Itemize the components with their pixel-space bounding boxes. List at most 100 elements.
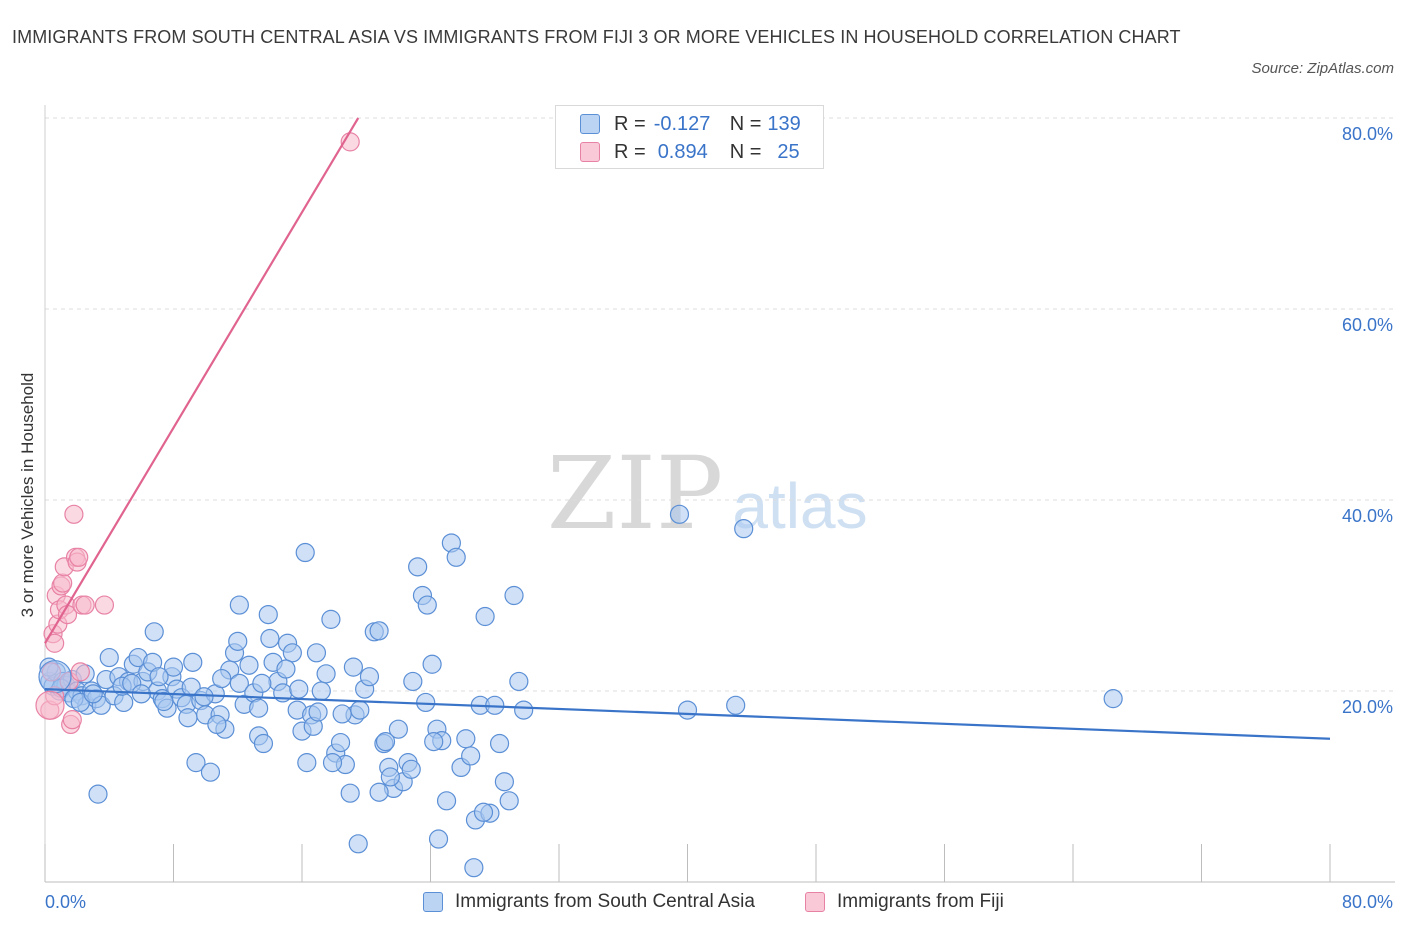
point-south-central-asia (380, 767, 400, 787)
point-south-central-asia (200, 762, 221, 782)
r-value: -0.127 (653, 112, 711, 135)
point-south-central-asia (499, 791, 519, 811)
n-value: 139 (767, 112, 801, 135)
point-south-central-asia (212, 668, 232, 689)
point-fiji (64, 504, 84, 524)
watermark-zip: ZIP (547, 435, 723, 552)
point-fiji (94, 595, 115, 615)
point-south-central-asia (340, 783, 360, 803)
point-south-central-asia (1103, 689, 1123, 709)
point-south-central-asia (239, 655, 259, 675)
legend-swatch-blue (580, 114, 600, 134)
point-south-central-asia (144, 622, 164, 642)
point-south-central-asia (446, 547, 466, 567)
point-south-central-asia (456, 729, 476, 749)
point-south-central-asia (207, 714, 227, 735)
point-south-central-asia (289, 679, 309, 699)
point-south-central-asia (297, 753, 317, 773)
point-south-central-asia (330, 732, 351, 753)
point-south-central-asia (229, 673, 249, 693)
chart-title: IMMIGRANTS FROM SOUTH CENTRAL ASIA VS IM… (12, 27, 1181, 47)
x-tick-label: 80.0% (1342, 892, 1393, 912)
point-south-central-asia (83, 684, 103, 704)
watermark-atlas: atlas (732, 470, 867, 542)
point-south-central-asia (178, 708, 198, 728)
point-south-central-asia (464, 858, 484, 878)
stats-legend: R = -0.127 N = 139 R = 0.894 N = 25 (555, 105, 824, 169)
point-south-central-asia (494, 772, 514, 792)
point-south-central-asia (276, 659, 296, 679)
point-south-central-asia (348, 834, 368, 854)
stats-legend-row-south-central-asia: R = -0.127 N = 139 (580, 110, 801, 138)
y-tick-label: 20.0% (1342, 697, 1393, 717)
point-south-central-asia (504, 585, 524, 606)
point-fiji (35, 690, 65, 720)
point-south-central-asia (669, 504, 690, 524)
point-south-central-asia (401, 759, 421, 779)
y-tick-label: 40.0% (1342, 506, 1393, 526)
point-south-central-asia (343, 657, 363, 677)
stats-legend-row-fiji: R = 0.894 N = 25 (580, 138, 800, 166)
point-south-central-asia (322, 753, 343, 773)
point-fiji (70, 662, 90, 682)
point-south-central-asia (228, 631, 248, 651)
point-south-central-asia (473, 802, 494, 822)
legend-label: Immigrants from Fiji (837, 891, 1004, 912)
trend-lines (44, 117, 1331, 740)
point-south-central-asia (295, 542, 315, 563)
point-south-central-asia (258, 604, 278, 625)
trend-line-south-central-asia (44, 687, 1331, 740)
point-south-central-asia (332, 704, 352, 724)
legend-swatch-pink (805, 892, 825, 912)
x-tick-label: 0.0% (45, 892, 86, 912)
point-south-central-asia (677, 700, 698, 720)
point-south-central-asia (181, 677, 201, 697)
point-south-central-asia (321, 609, 341, 629)
point-south-central-asia (428, 829, 449, 849)
point-south-central-asia (422, 654, 442, 674)
legend-swatch-blue (423, 892, 443, 912)
point-south-central-asia (316, 664, 336, 684)
point-south-central-asia (475, 606, 495, 627)
point-south-central-asia (369, 621, 389, 641)
point-south-central-asia (509, 671, 529, 692)
legend-item-south-central-asia: Immigrants from South Central Asia (423, 888, 755, 916)
point-south-central-asia (388, 719, 408, 739)
point-south-central-asia (375, 732, 396, 752)
point-south-central-asia (734, 519, 754, 539)
point-south-central-asia (282, 643, 302, 663)
point-south-central-asia (461, 746, 481, 766)
point-south-central-asia (306, 643, 327, 663)
point-south-central-asia (88, 784, 108, 804)
point-south-central-asia (408, 557, 428, 577)
point-south-central-asia (38, 660, 72, 694)
point-south-central-asia (436, 791, 457, 811)
point-south-central-asia (311, 681, 331, 701)
point-south-central-asia (514, 700, 534, 720)
point-south-central-asia (186, 753, 206, 773)
legend-swatch-pink (580, 142, 600, 162)
n-label: N = (729, 140, 762, 163)
point-south-central-asia (249, 698, 269, 718)
point-south-central-asia (726, 695, 746, 715)
point-south-central-asia (424, 732, 444, 752)
point-south-central-asia (154, 691, 174, 712)
point-south-central-asia (489, 733, 510, 754)
point-south-central-asia (369, 782, 389, 802)
point-south-central-asia (359, 667, 380, 687)
point-south-central-asia (260, 628, 280, 649)
point-south-central-asia (350, 700, 370, 720)
point-south-central-asia (183, 652, 203, 672)
trend-line-fiji (44, 117, 360, 644)
point-south-central-asia (194, 687, 214, 707)
point-fiji (69, 547, 89, 567)
r-label: R = (614, 140, 646, 163)
point-south-central-asia (252, 673, 272, 693)
point-south-central-asia (114, 692, 134, 713)
legend-item-fiji: Immigrants from Fiji (805, 888, 1004, 916)
n-label: N = (729, 112, 762, 135)
y-tick-label: 60.0% (1342, 315, 1393, 335)
y-tick-label: 80.0% (1342, 124, 1393, 144)
point-fiji (62, 710, 82, 730)
